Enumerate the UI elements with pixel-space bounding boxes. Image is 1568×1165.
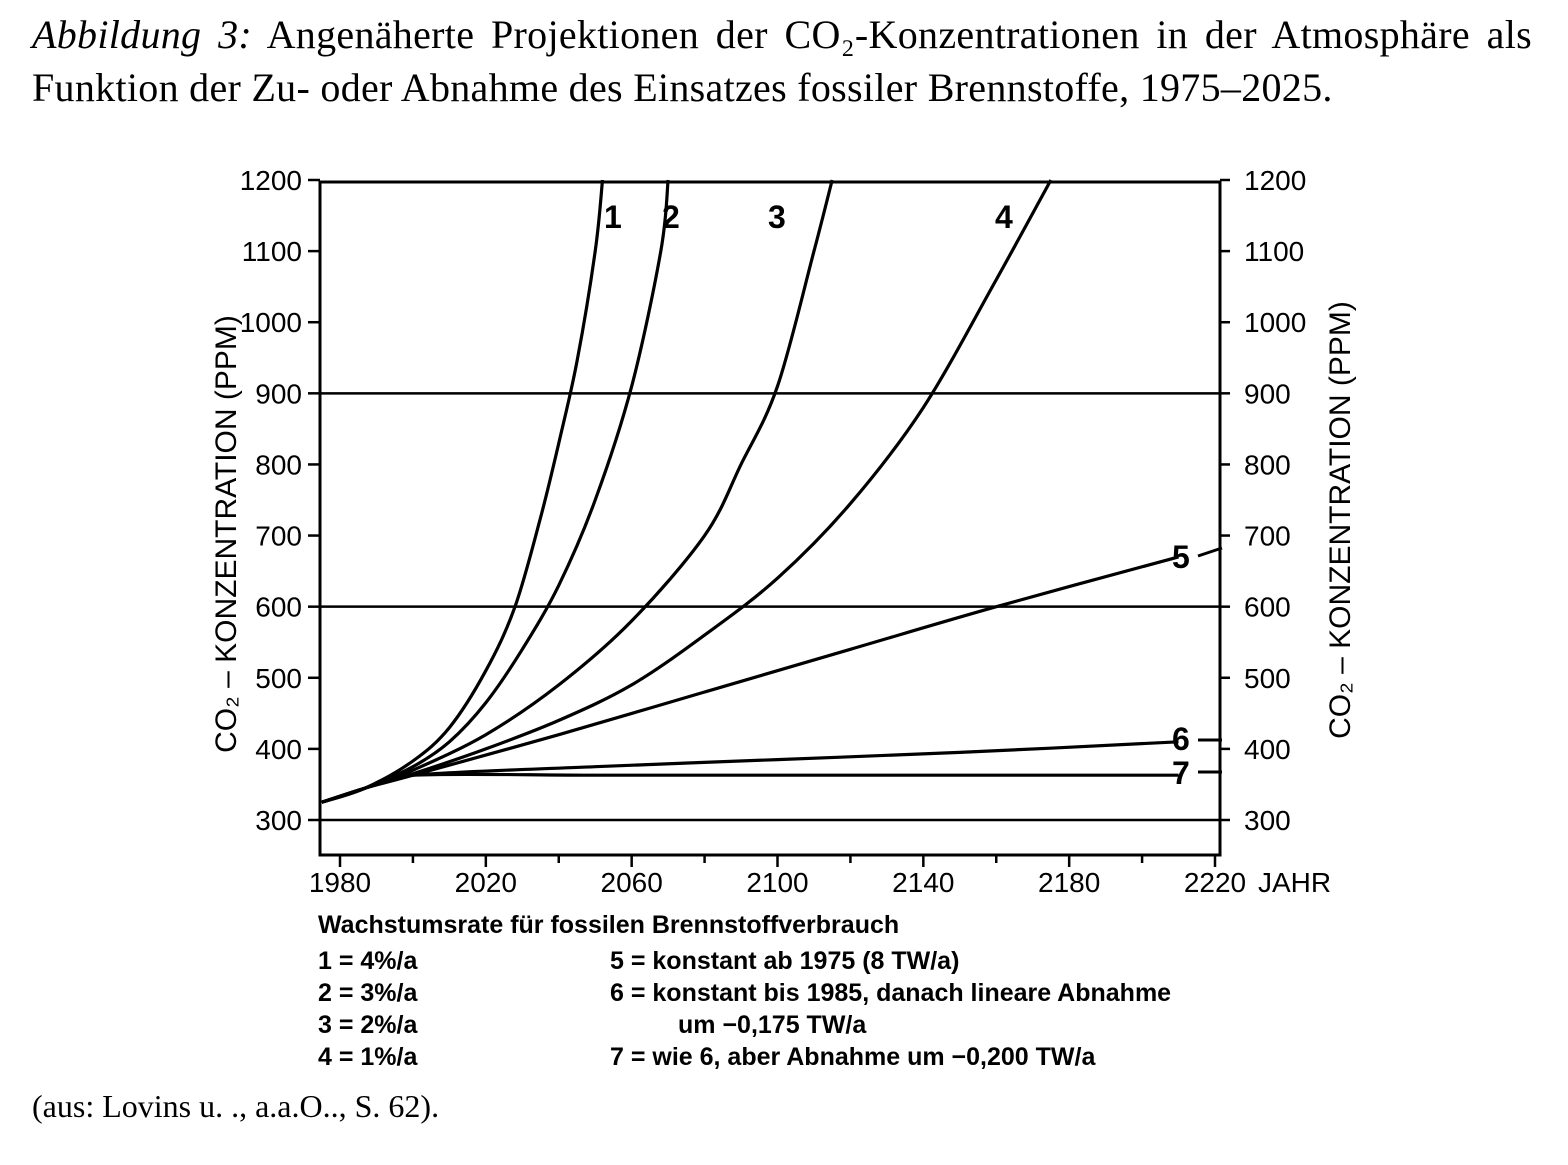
y-tick-label-left: 600 [255,592,302,623]
x-tick-label: 2100 [746,867,808,898]
series-label-6: 6 [1172,721,1190,757]
legend-item-left: 2 = 3%/a [318,979,418,1007]
series-line-7 [321,772,1179,804]
legend-title: Wachstumsrate für fossilen Brennstoffver… [318,911,899,939]
series-label-5: 5 [1172,539,1190,575]
caption-text: Angenäherte Projektionen der CO₂-Konzent… [32,12,1532,110]
y-axis-label-left: CO₂ – KONZENTRATION (PPM) [210,315,243,753]
y-tick-label-right: 1000 [1244,307,1306,338]
series-label-4: 4 [995,199,1013,235]
x-tick-label: 2020 [455,867,517,898]
y-tick-label-right: 700 [1244,521,1291,552]
series-label-7: 7 [1172,755,1190,791]
caption-lead: Abbildung 3: [32,12,253,57]
x-tick-label: 1980 [309,867,371,898]
y-tick-label-right: 1100 [1244,236,1304,267]
series-line-5 [321,555,1179,804]
legend-item-left: 1 = 4%/a [318,947,418,975]
x-axis-label: JAHR [1258,867,1331,898]
x-tick-label: 2140 [892,867,954,898]
y-tick-label-right: 600 [1244,592,1291,623]
legend-item-right: 5 = konstant ab 1975 (8 TW/a) [610,947,959,975]
series-label-2: 2 [662,199,680,235]
x-tick-label: 2060 [601,867,663,898]
series-line-2 [321,179,670,804]
series-line-4 [321,179,1053,804]
y-tick-label-left: 800 [255,449,302,480]
y-tick-label-left: 900 [255,378,302,409]
legend-item-left: 4 = 1%/a [318,1043,418,1071]
series-label-1: 1 [604,199,622,235]
y-tick-label-left: 400 [255,734,302,765]
series-leader-5 [1197,546,1223,558]
legend-item-left: 3 = 2%/a [318,1011,418,1039]
plot-frame [318,180,1222,857]
legend-item-right: um −0,175 TW/a [678,1011,867,1039]
x-tick-label: 2220 [1184,867,1246,898]
y-tick-label-right: 400 [1244,734,1291,765]
y-tick-label-right: 300 [1244,805,1291,836]
y-tick-label-right: 500 [1244,663,1291,694]
y-tick-label-right: 800 [1244,449,1291,480]
series-label-3: 3 [768,199,786,235]
y-tick-label-left: 500 [255,663,302,694]
source-note: (aus: Lovins u. ., a.a.O.., S. 62). [32,1088,440,1124]
y-tick-label-left: 300 [255,805,302,836]
legend-item-right: 7 = wie 6, aber Abnahme um −0,200 TW/a [610,1043,1096,1071]
y-tick-label-left: 700 [255,521,302,552]
legend-item-right: 6 = konstant bis 1985, danach lineare Ab… [610,979,1171,1007]
figure-caption: Abbildung 3: Angenäherte Projektionen de… [32,8,1532,114]
y-tick-label-left: 1200 [240,165,302,196]
series-line-1 [321,179,605,804]
y-axis-label-right: CO₂ – KONZENTRATION (PPM) [1324,301,1357,739]
series-line-3 [321,179,834,804]
y-tick-label-right: 1200 [1244,165,1306,196]
series-line-6 [321,740,1179,804]
y-tick-label-right: 900 [1244,378,1291,409]
y-tick-label-left: 1100 [242,236,302,267]
x-tick-label: 2180 [1038,867,1100,898]
y-tick-label-left: 1000 [240,307,302,338]
